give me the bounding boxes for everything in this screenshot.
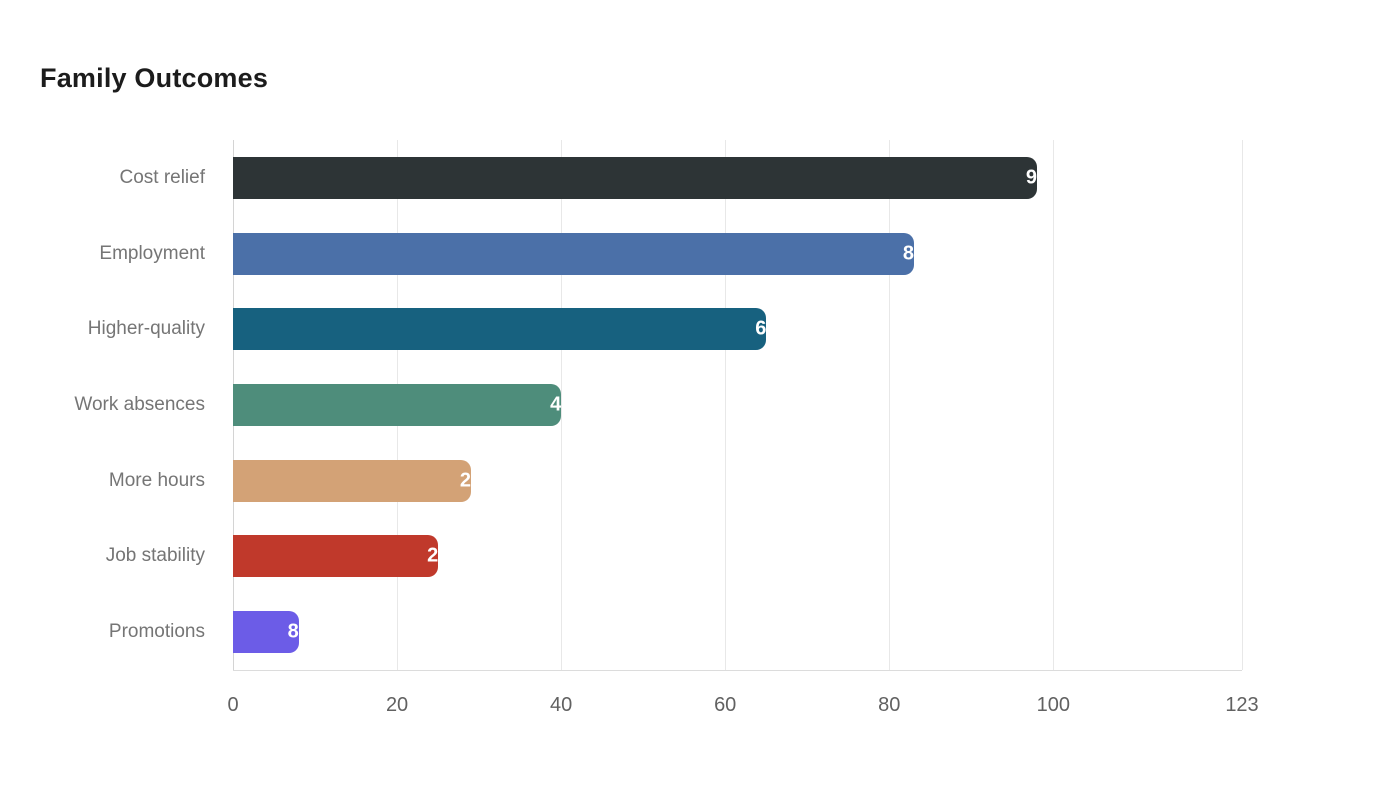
category-label: Job stability	[105, 545, 205, 567]
bar-rows: 98 83 65 40 29 25 8	[233, 140, 1242, 670]
bar-value-label: 29	[459, 469, 483, 492]
category-label: Promotions	[108, 621, 205, 643]
plot-area: 98 83 65 40 29 25 8 0 20 40 60 80 100 123	[227, 140, 1259, 716]
category-label: Work absences	[74, 393, 205, 415]
bar-row: 25	[233, 519, 1242, 595]
bar: 83	[233, 232, 925, 275]
bar-value-label: 65	[755, 317, 778, 340]
bar-row: 40	[233, 367, 1242, 443]
category-labels: Cost relief Employment Higher-quality Work …	[0, 140, 205, 670]
bar: 65	[233, 308, 777, 351]
bar-row: 98	[233, 140, 1242, 216]
x-tick-label: 20	[385, 694, 409, 716]
gridline	[725, 140, 727, 670]
category-label: Employment	[99, 242, 205, 264]
gridline	[1053, 140, 1055, 670]
x-axis: 0 20 40 60 80 100 123	[227, 670, 1258, 730]
bar: 98	[233, 156, 1048, 199]
x-tick-label: 123	[1225, 694, 1259, 716]
gridline	[889, 140, 891, 670]
bar: 40	[233, 383, 572, 426]
bar-value-label: 98	[1025, 166, 1049, 189]
category-label: Higher-quality	[87, 318, 205, 340]
bar-value-label: 25	[427, 544, 450, 567]
bar-row: 83	[233, 216, 1242, 292]
bar-value-label: 8	[287, 620, 299, 643]
category-label: Cost relief	[119, 166, 205, 188]
x-tick-label: 80	[878, 694, 901, 716]
x-tick-label: 0	[227, 694, 239, 716]
bar-row: 65	[233, 291, 1242, 367]
bar-row: 8	[233, 594, 1242, 670]
bar-row: 29	[233, 443, 1242, 519]
x-tick-label: 100	[1036, 694, 1070, 716]
category-label: More hours	[108, 469, 205, 491]
bar: 29	[233, 459, 482, 502]
gridline	[1242, 140, 1243, 670]
x-tick-label: 40	[550, 694, 573, 716]
gridline	[561, 140, 563, 670]
bar: 25	[233, 535, 449, 578]
x-tick-label: 60	[714, 694, 737, 716]
bar: 8	[233, 611, 299, 654]
bar-value-label: 83	[902, 242, 926, 265]
chart-title: Family Outcomes	[40, 63, 269, 93]
bar-value-label: 40	[550, 393, 573, 416]
